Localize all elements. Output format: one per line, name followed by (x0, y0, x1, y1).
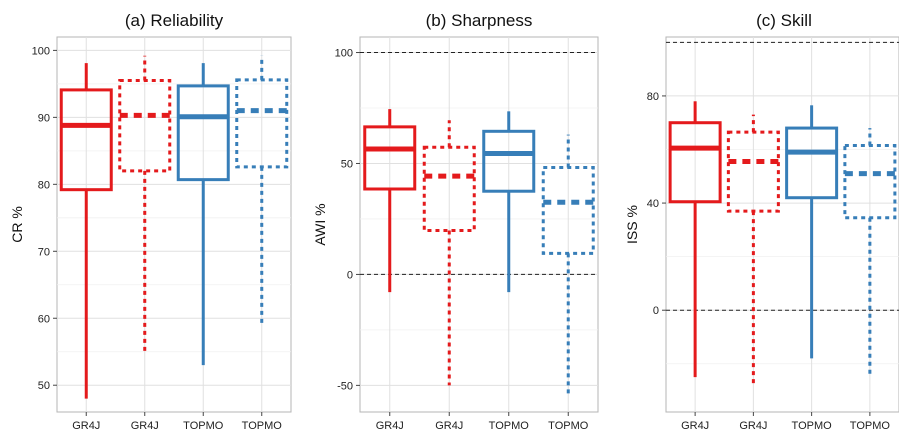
box-3 (176, 63, 230, 366)
y-axis-label: AWI % (312, 203, 328, 245)
panel-title: (b) Sharpness (426, 11, 533, 30)
y-tick-label: 80 (647, 91, 659, 103)
box-1 (59, 63, 113, 399)
y-tick-label: 100 (32, 45, 50, 57)
box-4 (541, 134, 595, 397)
box-iqr (235, 78, 289, 169)
x-tick-label: TOPMO (183, 420, 224, 432)
box-iqr (422, 145, 476, 232)
panel-3: 0 40 80 GR4J GR4J TOPMO TOPMO (c) Skill ISS % (624, 11, 899, 432)
box-1 (363, 109, 417, 293)
box-iqr (726, 130, 780, 213)
x-tick-label: GR4J (739, 420, 767, 432)
y-tick-label: 40 (647, 198, 659, 210)
plot-area (56, 36, 292, 413)
box-3 (482, 111, 536, 293)
box-iqr (785, 126, 839, 200)
box-iqr (541, 165, 595, 255)
x-tick-label: TOPMO (792, 420, 833, 432)
panel-1: 50 60 70 80 90 100 GR4J GR4J TOPMO TOPMO (a) Relia… (9, 11, 292, 432)
y-tick-label: 60 (38, 313, 50, 325)
box-iqr (118, 79, 172, 173)
x-tick-label: TOPMO (242, 420, 283, 432)
panel-2: -50 0 50 100 GR4J GR4J TOPMO TOPMO (b) Sharpness… (312, 11, 599, 432)
y-tick-label: -50 (337, 380, 353, 392)
x-tick-label: TOPMO (548, 420, 589, 432)
box-3 (785, 105, 839, 359)
x-tick-label: GR4J (72, 420, 100, 432)
box-4 (235, 55, 289, 325)
plot-area (359, 36, 599, 413)
box-iqr (843, 143, 897, 220)
x-tick-label: GR4J (681, 420, 709, 432)
y-tick-label: 80 (38, 179, 50, 191)
box-iqr (482, 129, 536, 193)
y-tick-label: 0 (653, 305, 659, 317)
y-axis-label: CR % (9, 206, 25, 243)
plot-area (665, 36, 899, 413)
box-iqr (363, 125, 417, 191)
x-tick-label: GR4J (435, 420, 463, 432)
box-2 (726, 114, 780, 386)
panel-title: (a) Reliability (125, 11, 224, 30)
x-tick-label: GR4J (131, 420, 159, 432)
box-iqr (176, 84, 230, 182)
y-tick-label: 70 (38, 246, 50, 258)
x-tick-label: TOPMO (489, 420, 530, 432)
box-2 (422, 120, 476, 386)
box-4 (843, 128, 897, 378)
box-2 (118, 55, 172, 352)
y-tick-label: 100 (335, 48, 353, 60)
box-1 (668, 101, 722, 378)
x-tick-label: TOPMO (850, 420, 891, 432)
y-tick-label: 90 (38, 112, 50, 124)
x-tick-label: GR4J (376, 420, 404, 432)
panel-title: (c) Skill (756, 11, 812, 30)
box-iqr (668, 121, 722, 204)
y-axis-label: ISS % (624, 205, 640, 244)
box-iqr (59, 88, 113, 192)
y-tick-label: 50 (38, 380, 50, 392)
y-tick-label: 50 (341, 158, 353, 170)
y-tick-label: 0 (347, 269, 353, 281)
